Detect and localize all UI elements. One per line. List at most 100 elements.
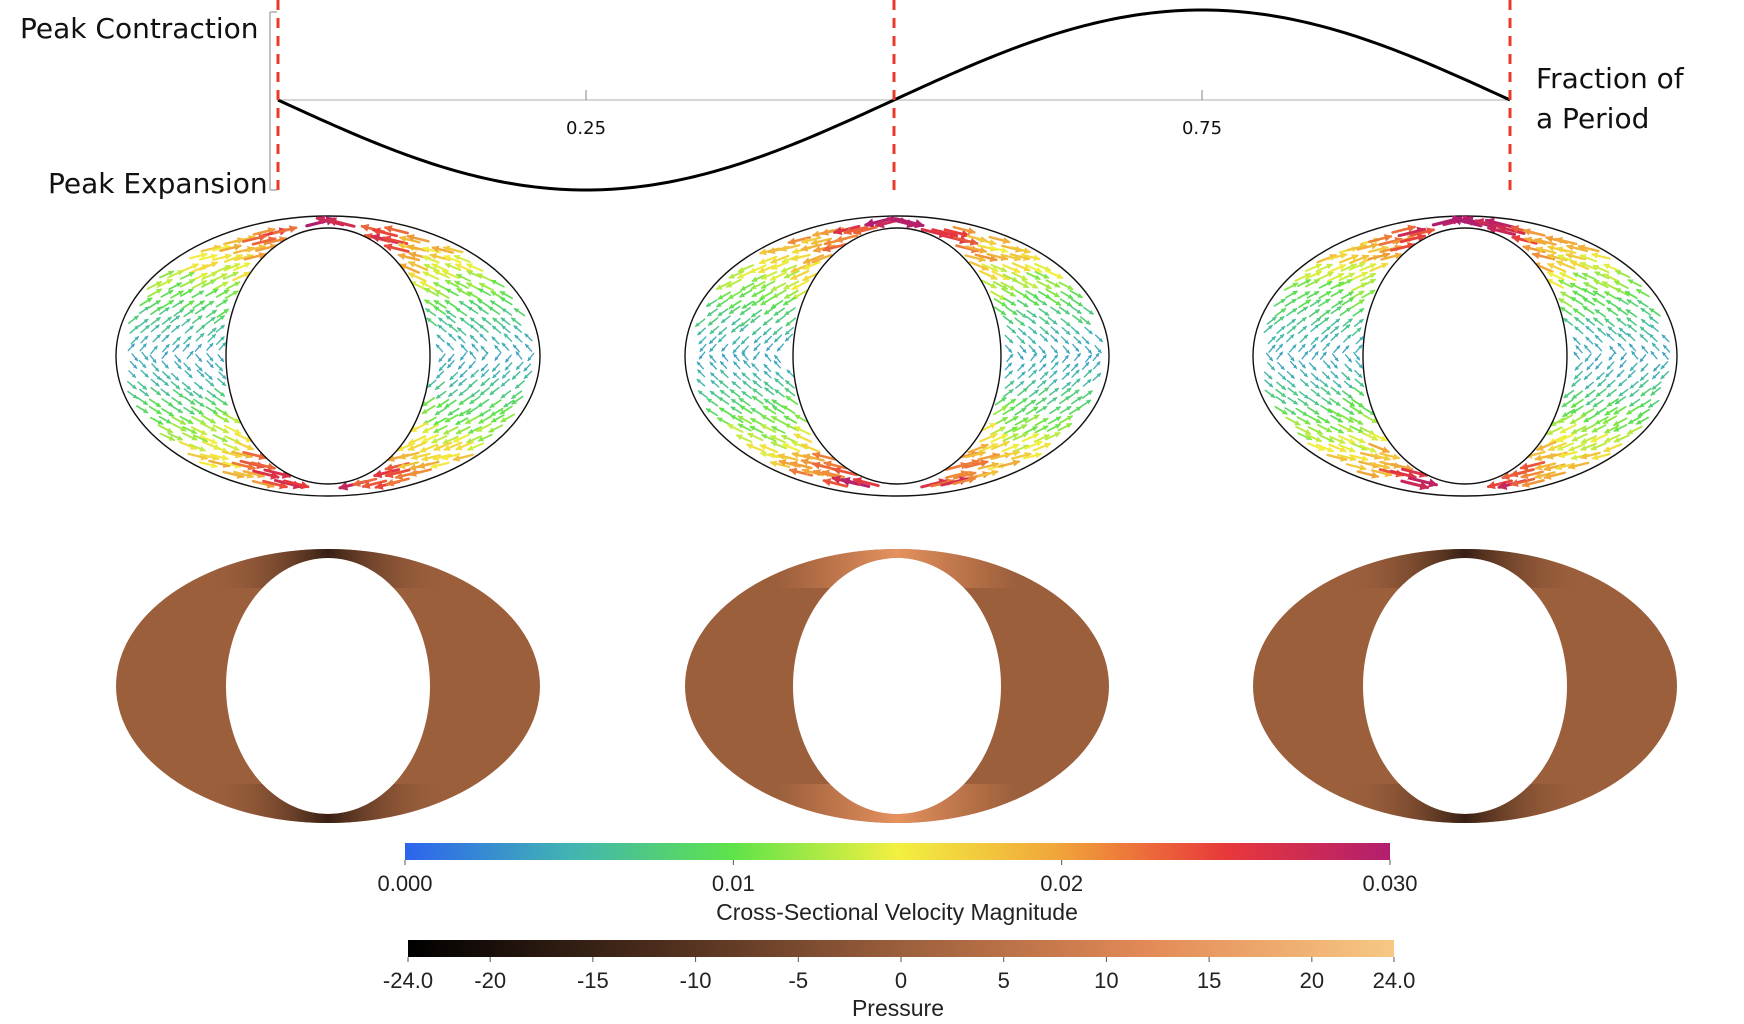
velocity-arrow — [209, 453, 229, 461]
velocity-arrow — [811, 451, 836, 461]
velocity-arrow — [931, 228, 959, 239]
velocity-arrow — [1070, 306, 1082, 315]
velocity-arrow — [1004, 344, 1013, 353]
velocity-arrow — [434, 381, 445, 391]
velocity-arrow — [523, 370, 533, 379]
velocity-arrow — [1650, 324, 1659, 333]
velocity-vector-field — [694, 216, 1103, 489]
velocity-arrow — [737, 269, 755, 279]
velocity-arrow — [770, 254, 790, 264]
velocity-arrow — [753, 335, 762, 344]
velocity-arrow — [459, 317, 470, 326]
velocity-arrow — [1570, 296, 1584, 306]
y-axis-top-label: Peak Contraction — [20, 12, 259, 45]
velocity-arrow — [1624, 290, 1638, 299]
velocity-arrow — [1011, 271, 1028, 281]
velocity-arrow — [449, 379, 459, 388]
velocity-arrow — [1284, 298, 1297, 307]
velocity-arrow — [1342, 345, 1350, 354]
velocity-arrow — [1340, 291, 1354, 300]
colorbar-tick-label: 10 — [1094, 968, 1118, 993]
velocity-arrow — [1039, 316, 1050, 325]
velocity-arrow — [1010, 451, 1032, 460]
velocity-arrow — [242, 450, 268, 461]
velocity-arrow — [255, 243, 278, 252]
velocity-arrow — [993, 405, 1008, 416]
velocity-arrow — [511, 390, 523, 400]
velocity-arrow — [251, 479, 275, 489]
velocity-arrow — [127, 390, 138, 399]
velocity-arrow — [1613, 280, 1629, 290]
velocity-arrow — [383, 225, 409, 235]
velocity-arrow — [1062, 363, 1071, 372]
velocity-arrow — [1048, 387, 1060, 396]
velocity-arrow — [1648, 315, 1659, 324]
velocity-arrow — [750, 315, 761, 324]
velocity-arrow — [1036, 280, 1052, 290]
velocity-arrow — [491, 325, 502, 334]
velocity-arrow — [716, 298, 729, 308]
velocity-arrow — [263, 236, 288, 245]
velocity-arrow — [192, 390, 203, 399]
velocity-arrow — [183, 308, 195, 318]
velocity-arrow — [1331, 300, 1344, 309]
velocity-colorbar-title: Cross-Sectional Velocity Magnitude — [716, 899, 1078, 925]
velocity-arrow — [421, 397, 436, 407]
velocity-arrow — [737, 415, 753, 425]
velocity-arrow — [1563, 317, 1574, 326]
velocity-arrow — [161, 324, 171, 334]
velocity-arrow — [707, 317, 719, 326]
velocity-arrow — [1594, 343, 1603, 352]
velocity-arrow — [1059, 395, 1071, 405]
velocity-arrow — [1583, 344, 1592, 354]
velocity-arrow — [718, 379, 729, 389]
velocity-arrow — [181, 300, 195, 310]
velocity-arrow — [784, 333, 794, 342]
colorbar-tick-label: -24.0 — [383, 968, 433, 993]
velocity-arrow — [147, 288, 163, 298]
velocity-arrow — [1004, 334, 1014, 344]
velocity-arrow — [233, 470, 255, 479]
velocity-arrow — [1355, 344, 1363, 353]
velocity-arrow — [1068, 389, 1080, 398]
velocity-arrow — [771, 415, 786, 425]
velocity-arrow — [782, 443, 801, 452]
velocity-arrow — [1266, 316, 1277, 325]
velocity-arrow — [1273, 298, 1286, 307]
velocity-arrow — [1298, 343, 1306, 353]
velocity-arrow — [1268, 344, 1276, 353]
velocity-arrow — [459, 352, 467, 361]
velocity-arrow — [1035, 397, 1047, 406]
velocity-arrow — [480, 369, 490, 378]
velocity-panels — [115, 215, 1678, 497]
velocity-arrow — [1340, 263, 1358, 272]
velocity-arrow — [1606, 333, 1615, 341]
velocity-arrow — [490, 279, 505, 288]
colorbar-tick-label: 5 — [998, 968, 1010, 993]
velocity-arrow — [1341, 297, 1355, 306]
velocity-arrow — [1380, 252, 1403, 261]
velocity-arrow — [139, 343, 147, 352]
velocity-arrow — [794, 414, 809, 424]
velocity-arrow — [180, 288, 194, 297]
velocity-arrow — [1605, 299, 1619, 309]
velocity-arrow — [731, 324, 741, 333]
velocity-arrow — [149, 354, 157, 364]
velocity-arrow — [1081, 390, 1093, 399]
velocity-arrow — [1026, 316, 1037, 325]
velocity-arrow — [1004, 380, 1015, 389]
velocity-arrow — [737, 264, 755, 273]
velocity-panel — [115, 215, 541, 497]
inner-vessel-boundary — [792, 227, 1002, 485]
velocity-arrow — [718, 407, 732, 416]
velocity-arrow — [751, 326, 762, 336]
velocity-arrow — [189, 443, 206, 452]
velocity-arrow — [452, 433, 471, 443]
velocity-arrow — [481, 316, 492, 326]
velocity-arrow — [235, 441, 255, 451]
velocity-arrow — [1338, 254, 1359, 264]
velocity-arrow — [1297, 325, 1308, 335]
velocity-arrow — [1069, 290, 1083, 299]
velocity-arrow — [776, 343, 785, 352]
velocity-arrow — [443, 426, 459, 435]
